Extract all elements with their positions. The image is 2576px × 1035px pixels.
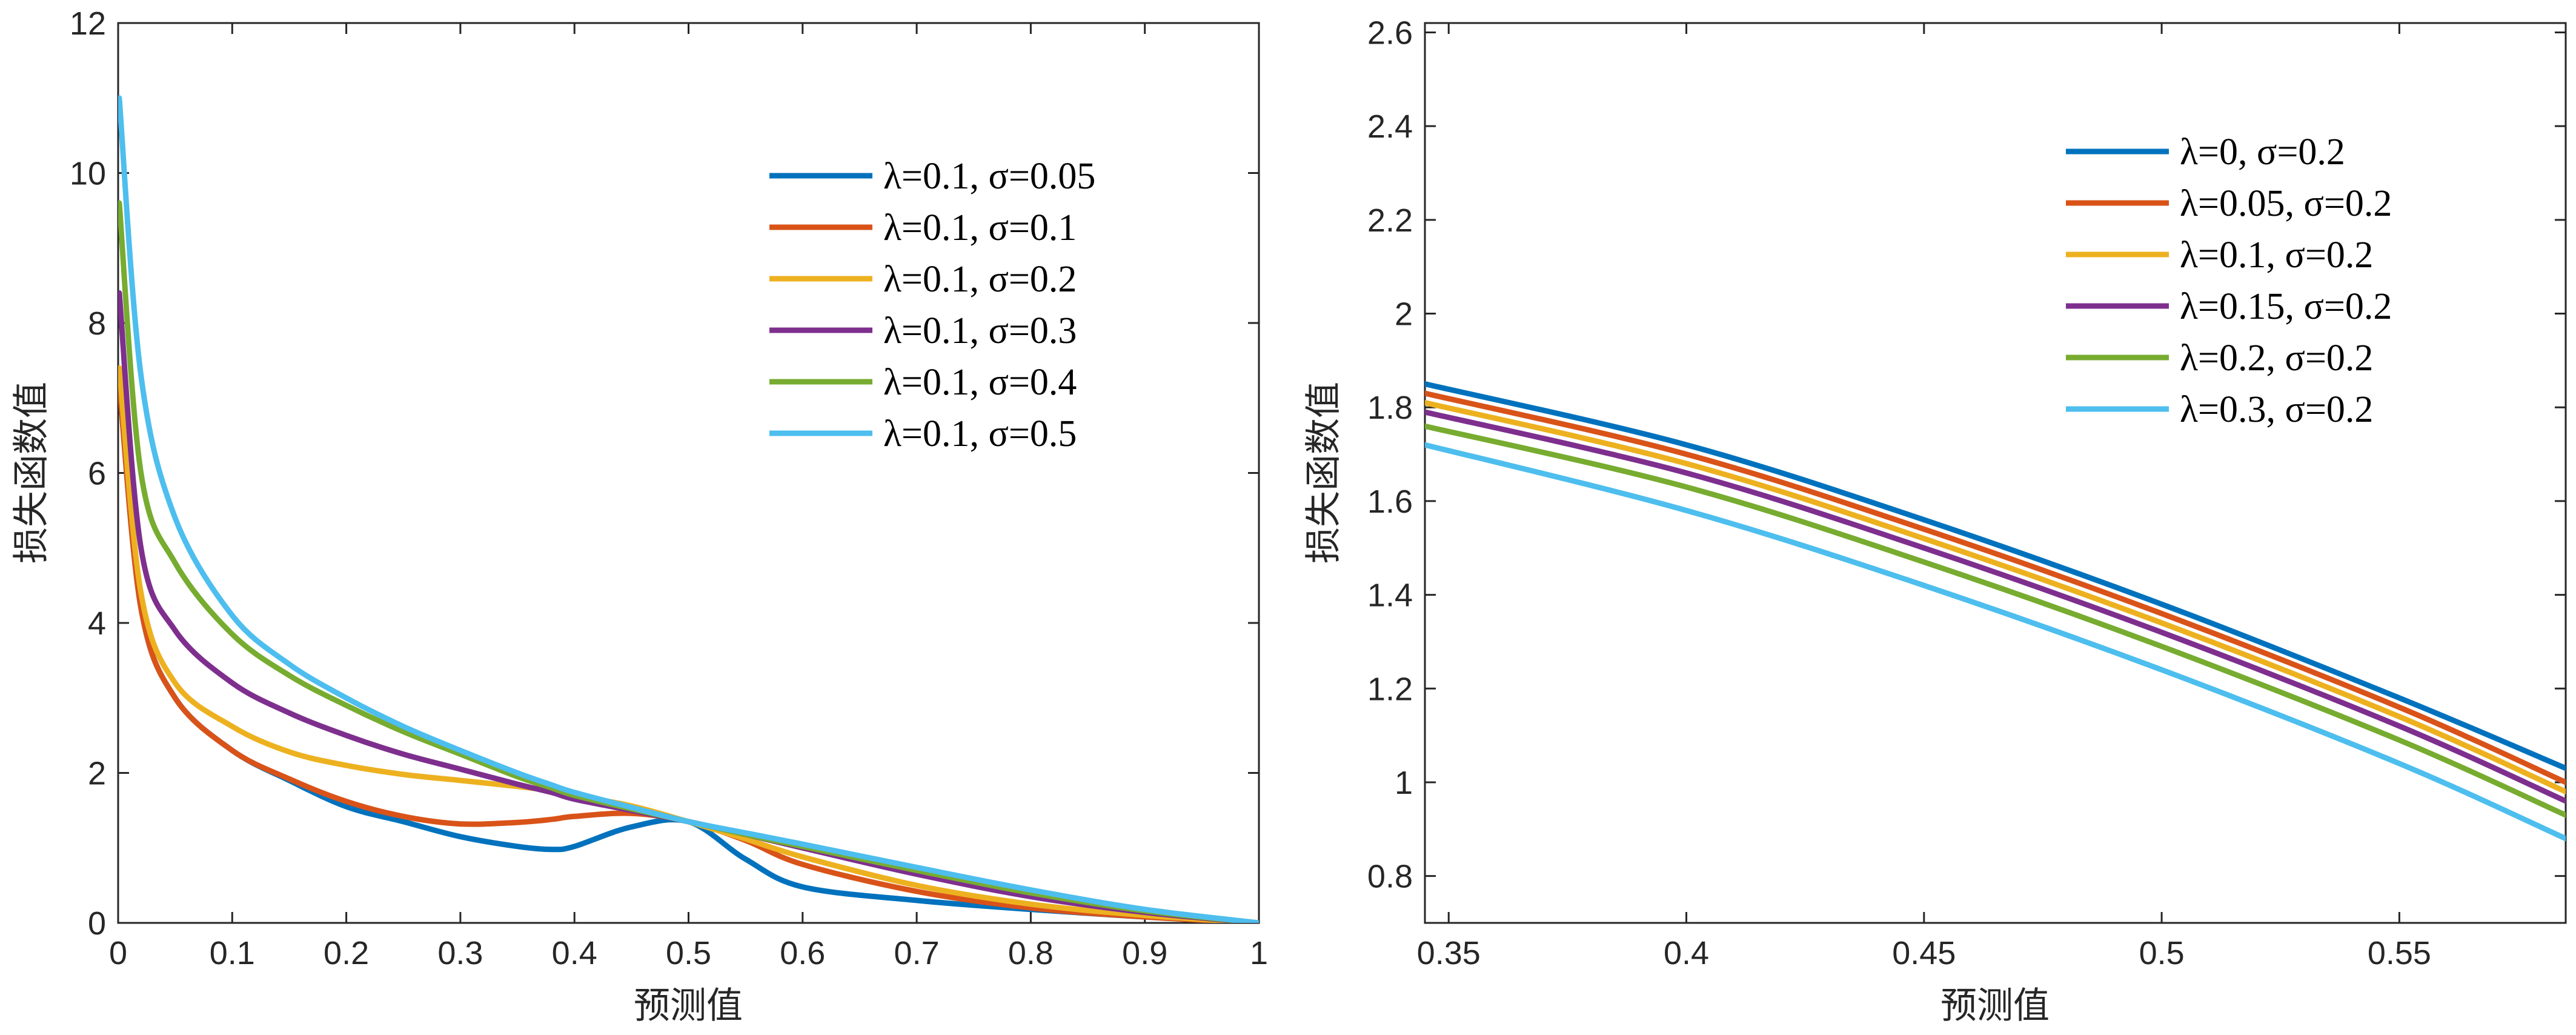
y-tick-label: 2.6 bbox=[1367, 15, 1413, 51]
x-tick-label: 0.2 bbox=[324, 935, 369, 971]
legend-label: λ=0.1, σ=0.3 bbox=[883, 310, 1077, 351]
series-line-3 bbox=[1425, 400, 2566, 794]
right-chart: 0.811.21.41.61.822.22.42.6 0.35 0.4 0.45 0.… bbox=[1303, 15, 2567, 1027]
x-tick-label: 0.5 bbox=[2139, 935, 2185, 971]
right-x-axis-title: 预测值 bbox=[1940, 985, 2050, 1027]
right-plot-frame bbox=[1424, 22, 2567, 924]
right-x-axis: 0.35 0.4 0.45 0.5 0.55 bbox=[1417, 23, 2431, 971]
legend-label: λ=0.2, σ=0.2 bbox=[2180, 338, 2373, 379]
series-line-1 bbox=[1425, 381, 2566, 771]
x-tick-label: 0.4 bbox=[1664, 935, 1709, 971]
left-y-axis-title: 损失函数值 bbox=[10, 382, 53, 564]
y-tick-label: 1.8 bbox=[1367, 390, 1413, 426]
right-y-axis: 0.8 1 1.2 1.4 1.6 1.8 2 2.2 2.4 2.6 bbox=[1367, 15, 2566, 895]
x-tick-label: 0.55 bbox=[2368, 935, 2431, 971]
right-legend: λ=0, σ=0.2 λ=0.05, σ=0.2 λ=0.1, σ=0.2 λ=0.1… bbox=[2066, 131, 2392, 430]
y-tick-label: 2 bbox=[1395, 296, 1413, 333]
x-tick-label: 0.3 bbox=[437, 935, 483, 971]
y-tick-label: 12 bbox=[70, 5, 106, 42]
series-line-2 bbox=[118, 380, 1259, 923]
y-tick-label: 6 bbox=[88, 456, 106, 492]
x-tick-label: 0.5 bbox=[666, 935, 711, 971]
legend-label: λ=0, σ=0.2 bbox=[2180, 131, 2345, 173]
series-line-5 bbox=[118, 200, 1259, 923]
left-x-axis: 0 0.1 0.2 0.3 0.4 0.5 0.6 0.7 0.8 0.9 1 bbox=[109, 23, 1268, 971]
legend-label: λ=0.1, σ=0.05 bbox=[883, 156, 1095, 197]
legend-label: λ=0.1, σ=0.4 bbox=[883, 362, 1077, 403]
series-line-2 bbox=[1425, 390, 2566, 785]
left-y-axis: 0 2 4 6 8 10 12 bbox=[70, 5, 1259, 942]
left-series-lines bbox=[118, 95, 1259, 923]
x-tick-label: 0.45 bbox=[1892, 935, 1956, 971]
y-tick-label: 2.4 bbox=[1367, 108, 1413, 145]
right-y-axis-title: 损失函数值 bbox=[1303, 382, 1345, 564]
x-tick-label: 0.6 bbox=[780, 935, 825, 971]
legend-label: λ=0.1, σ=0.1 bbox=[883, 207, 1077, 248]
legend-label: λ=0.3, σ=0.2 bbox=[2180, 389, 2373, 430]
legend-label: λ=0.1, σ=0.2 bbox=[2180, 235, 2373, 276]
x-tick-label: 1 bbox=[1250, 935, 1268, 971]
y-tick-label: 1 bbox=[1395, 765, 1413, 801]
series-line-4 bbox=[1425, 409, 2566, 804]
y-tick-label: 0.8 bbox=[1367, 859, 1413, 895]
x-tick-label: 0.4 bbox=[552, 935, 597, 971]
x-tick-label: 0 bbox=[109, 935, 127, 971]
left-x-axis-title: 预测值 bbox=[634, 985, 743, 1027]
y-tick-label: 10 bbox=[70, 156, 106, 192]
y-tick-label: 1.6 bbox=[1367, 484, 1413, 520]
left-legend: λ=0.1, σ=0.05 λ=0.1, σ=0.1 λ=0.1, σ=0.2 λ=0… bbox=[769, 156, 1095, 454]
x-tick-label: 0.35 bbox=[1417, 935, 1481, 971]
y-tick-label: 1.4 bbox=[1367, 577, 1413, 614]
y-tick-label: 0 bbox=[88, 905, 106, 942]
legend-label: λ=0.15, σ=0.2 bbox=[2180, 286, 2392, 327]
y-tick-label: 1.2 bbox=[1367, 671, 1413, 707]
y-tick-label: 2.2 bbox=[1367, 202, 1413, 239]
x-tick-label: 0.8 bbox=[1008, 935, 1054, 971]
series-line-3 bbox=[118, 365, 1259, 923]
series-line-5 bbox=[1425, 423, 2566, 818]
y-tick-label: 4 bbox=[88, 605, 106, 642]
x-tick-label: 0.1 bbox=[210, 935, 255, 971]
series-line-1 bbox=[118, 380, 1259, 923]
legend-label: λ=0.1, σ=0.5 bbox=[883, 413, 1077, 454]
x-tick-label: 0.7 bbox=[894, 935, 940, 971]
legend-label: λ=0.1, σ=0.2 bbox=[883, 259, 1077, 300]
series-line-6 bbox=[118, 95, 1259, 923]
series-line-4 bbox=[118, 290, 1259, 923]
y-tick-label: 8 bbox=[88, 305, 106, 342]
legend-label: λ=0.05, σ=0.2 bbox=[2180, 183, 2392, 224]
y-tick-label: 2 bbox=[88, 756, 106, 792]
x-tick-label: 0.9 bbox=[1122, 935, 1167, 971]
series-line-6 bbox=[1425, 442, 2566, 842]
right-series-lines bbox=[1425, 381, 2566, 842]
